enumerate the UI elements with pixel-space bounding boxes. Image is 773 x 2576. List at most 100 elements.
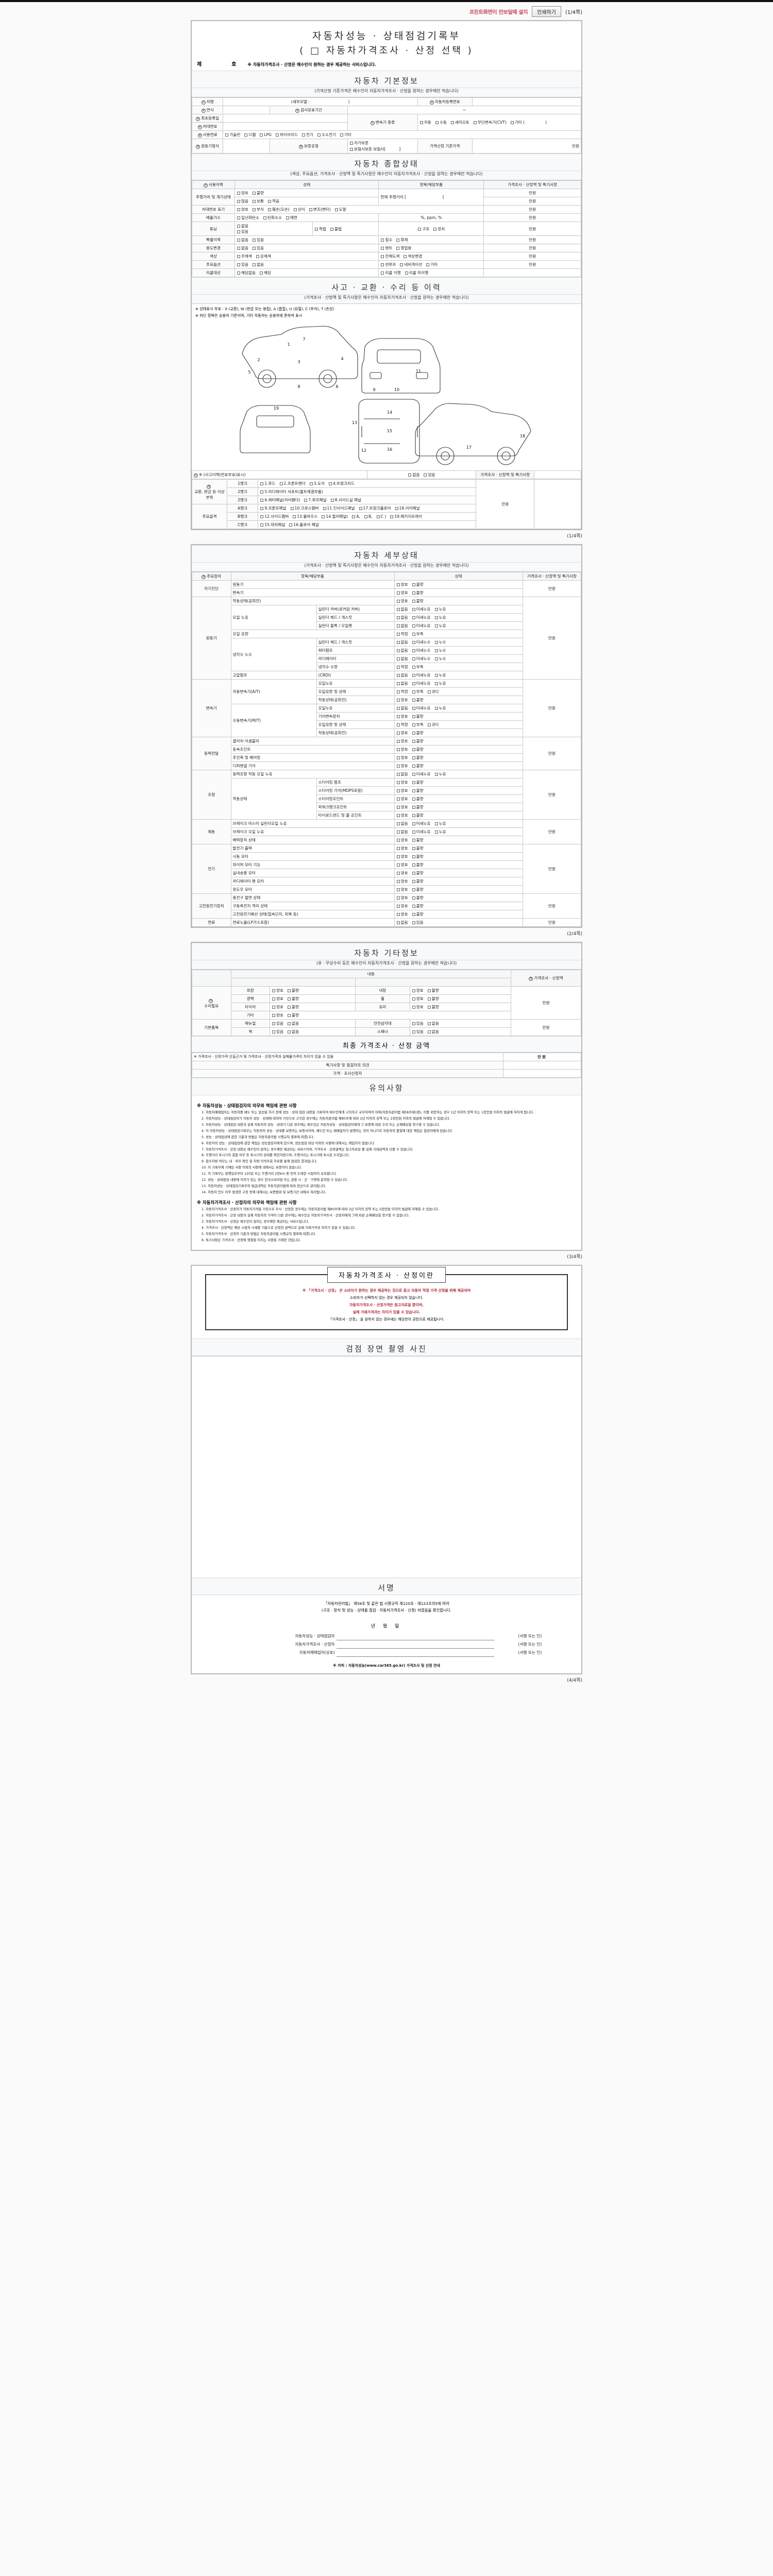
photo-upload-area[interactable] (192, 1355, 581, 1578)
detail-state-cell[interactable]: 양호 불량 (394, 712, 523, 721)
checkbox-불량[interactable]: 불량 (412, 582, 424, 587)
checkbox-적정[interactable]: 적정 (396, 631, 408, 637)
checkbox-양호[interactable]: 양호 (396, 738, 408, 744)
checkbox-tuning-none[interactable]: 없음 (237, 224, 248, 228)
checkbox-vin-different[interactable]: 상이 (293, 207, 305, 212)
checkbox-mileage-few[interactable]: 적음 (267, 198, 279, 204)
checkbox-양호[interactable]: 양호 (396, 804, 408, 810)
print-button[interactable]: 인쇄하기 (532, 6, 561, 17)
cell-spanner-state[interactable]: 있음 없음 (409, 1027, 512, 1037)
cell-glass-state[interactable]: 양호 불량 (409, 1003, 512, 1012)
checkbox-emission-co[interactable]: 일산화탄소 (237, 215, 259, 221)
detail-state-cell[interactable]: 양호 불량 (394, 737, 523, 746)
detail-state-cell[interactable]: 적정 부족 (394, 663, 523, 672)
checkbox-미세누유[interactable]: 미세누유 (412, 681, 431, 686)
checkbox-pillar-c[interactable]: C ) (376, 514, 386, 519)
checkbox-없음[interactable]: 없음 (396, 623, 408, 629)
checkbox-미세누유[interactable]: 미세누유 (412, 821, 431, 826)
checkbox-불량[interactable]: 불량 (412, 796, 424, 802)
cell-current-mileage[interactable]: 현재 주행거리 [] (378, 189, 484, 206)
checkbox-accident-none[interactable]: 없음 (408, 472, 419, 478)
cell-rank1-items[interactable]: 1.후드 2.프론트팬더 3.도어 4.트렁크리드 (258, 479, 477, 488)
cell-option-state[interactable]: 있음 없음 (234, 260, 379, 269)
checkbox-interior-good[interactable]: 양호 (412, 988, 424, 993)
checkbox-불량[interactable]: 불량 (412, 804, 424, 810)
checkbox-manual-yes[interactable]: 있음 (272, 1021, 283, 1026)
detail-state-cell[interactable]: 양호 불량 (394, 580, 523, 589)
cell-fuel-options[interactable]: 가솔린 디젤 LPG 하이브리드 전기 수소전기 기타 (223, 130, 581, 139)
cell-car-name-value[interactable]: (세부모델 : ) (223, 97, 418, 106)
checkbox-transmission-auto[interactable]: 자동 (419, 120, 431, 125)
checkbox-불량[interactable]: 불량 (412, 779, 424, 785)
checkbox-부족[interactable]: 부족 (412, 631, 424, 637)
checkbox-양호[interactable]: 양호 (396, 845, 408, 851)
cell-interior-state[interactable]: 양호 불량 (409, 986, 512, 995)
cell-ranka-items[interactable]: 9.프론트패널 10.크로스멤버 11.인사이드패널 17.트렁크플로어 18.… (258, 504, 477, 513)
checkbox-양호[interactable]: 양호 (396, 895, 408, 901)
checkbox-recall-applicable[interactable]: 해당 (259, 270, 271, 276)
checkbox-recall-done[interactable]: 리콜 이행 (380, 270, 401, 276)
cell-emission-values[interactable]: %, ppm, % (378, 213, 484, 222)
checkbox-있음[interactable]: 있음 (412, 920, 424, 925)
detail-state-cell[interactable]: 양호 불량 (394, 696, 523, 705)
checkbox-양호[interactable]: 양호 (396, 788, 408, 793)
checkbox-미세누수[interactable]: 미세누수 (412, 639, 431, 645)
cell-inspect-valid-value[interactable]: ~ (347, 106, 582, 114)
detail-state-cell[interactable]: 없음 미세누유 누유 (394, 827, 523, 837)
sign-row-0-value[interactable] (336, 1632, 494, 1640)
cell-accident-history-options[interactable]: 없음 있음 (366, 470, 477, 480)
checkbox-누유[interactable]: 누유 (434, 623, 446, 629)
checkbox-jack-yes[interactable]: 있음 (272, 1029, 283, 1035)
checkbox-양호[interactable]: 양호 (396, 837, 408, 843)
cell-year-value[interactable] (223, 106, 270, 114)
checkbox-불량[interactable]: 불량 (412, 870, 424, 876)
checkbox-tire-bad[interactable]: 불량 (287, 1004, 299, 1010)
detail-price-cell[interactable]: 만원 (522, 770, 582, 820)
checkbox-없음[interactable]: 없음 (396, 920, 408, 925)
cell-recall-price[interactable] (483, 268, 581, 277)
checkbox-fuel-gasoline[interactable]: 가솔린 (225, 132, 240, 138)
checkbox-recall-notdone[interactable]: 리콜 미이행 (405, 270, 428, 276)
checkbox-side-member[interactable]: 12.사이드멤버 (260, 514, 289, 519)
detail-price-cell[interactable]: 만원 (522, 819, 582, 845)
detail-state-cell[interactable]: 없음 미세누수 누수 (394, 638, 523, 647)
checkbox-과다[interactable]: 과다 (427, 689, 439, 694)
detail-price-cell[interactable]: 만원 (522, 893, 582, 919)
cell-rankc-items[interactable]: 15.대쉬패널 16.플로어 패널 (258, 520, 477, 530)
detail-state-cell[interactable]: 없음 미세누유 누유 (394, 819, 523, 828)
checkbox-불량[interactable]: 불량 (412, 862, 424, 868)
checkbox-mileage-many[interactable]: 많음 (237, 198, 248, 204)
checkbox-spanner-no[interactable]: 없음 (427, 1029, 439, 1035)
cell-usage-price[interactable]: 만원 (483, 244, 581, 252)
checkbox-없음[interactable]: 없음 (396, 681, 408, 686)
checkbox-hood[interactable]: 1.후드 (260, 481, 276, 486)
cell-emission-state[interactable]: 일산화탄소 탄화수소 매연 (234, 213, 379, 222)
detail-state-cell[interactable]: 없음 있음 (394, 918, 523, 927)
checkbox-불량[interactable]: 불량 (412, 755, 424, 760)
checkbox-vin-damage[interactable]: 훼손(오손) (267, 207, 290, 212)
detail-state-cell[interactable]: 적정 부족 과다 (394, 720, 523, 730)
sign-row-1-seal[interactable]: (서명 또는 인) (518, 1641, 542, 1647)
checkbox-없음[interactable]: 없음 (396, 639, 408, 645)
cell-vin-value[interactable] (223, 122, 348, 131)
checkbox-누유[interactable]: 누유 (434, 829, 446, 835)
cell-first-reg-value[interactable] (223, 114, 348, 123)
checkbox-package-tray[interactable]: 19.패키지트레이 (390, 514, 422, 519)
cell-tuning-state2[interactable]: 적법 불법 (312, 222, 379, 236)
checkbox-tuning-structure[interactable]: 구조 (417, 226, 429, 232)
cell-transmission-options[interactable]: 자동 수동 세미오토 무단변속기(CVT) 기타 () (417, 114, 582, 131)
checkbox-누유[interactable]: 누유 (434, 606, 446, 612)
checkbox-양호[interactable]: 양호 (396, 911, 408, 917)
checkbox-양호[interactable]: 양호 (396, 582, 408, 587)
checkbox-transmission-cvt[interactable]: 무단변속기(CVT) (473, 120, 507, 125)
checkbox-exterior-bad[interactable]: 불량 (287, 988, 299, 993)
cell-tuning-item[interactable]: 구조 장치 (378, 222, 484, 236)
checkbox-transmission-other[interactable]: 기타 () (510, 120, 547, 125)
car-damage-diagram[interactable]: 1 2 3 4 5 6 7 8 9 10 11 12 13 14 15 16 1 (192, 321, 581, 471)
cell-emission-price[interactable]: 만원 (483, 213, 581, 222)
cell-recall-state[interactable]: 해당없음 해당 (234, 268, 379, 277)
checkbox-special-yes[interactable]: 있음 (252, 237, 264, 243)
checkbox-glass-good[interactable]: 양호 (412, 1004, 424, 1010)
checkbox-양호[interactable]: 양호 (396, 590, 408, 596)
detail-state-cell[interactable]: 양호 불량 (394, 811, 523, 820)
